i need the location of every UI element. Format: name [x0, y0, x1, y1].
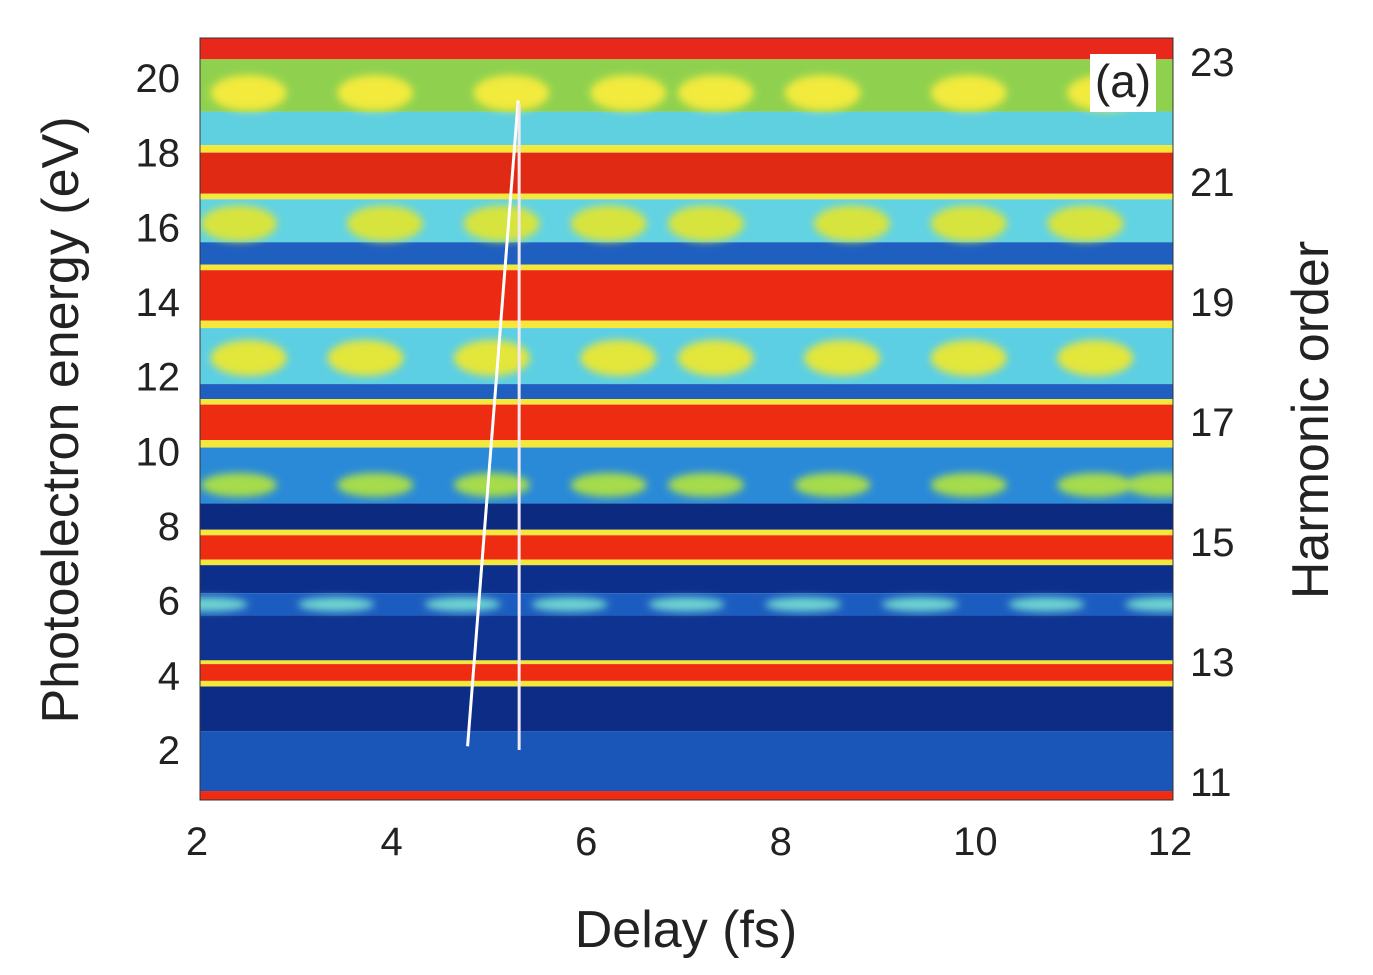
heatmap-oscillation-blob [930, 205, 1007, 242]
heatmap-oscillation-blob [473, 74, 550, 111]
heatmap-band [200, 680, 1173, 687]
heatmap-oscillation-blob [327, 339, 404, 376]
heatmap-band [200, 686, 1173, 732]
y2-tick-label: 19 [1190, 281, 1235, 325]
panel-label-text: (a) [1095, 55, 1151, 107]
heatmap-oscillation-blob [531, 597, 608, 612]
x-tick-label: 2 [186, 820, 208, 864]
y-axis-label: Photoelectron energy (eV) [32, 116, 90, 723]
y-tick-label: 2 [158, 729, 180, 773]
heatmap-band [200, 264, 1173, 271]
y-tick-label: 16 [136, 206, 181, 250]
x-tick-label: 6 [575, 820, 597, 864]
panel-label: (a) [1090, 54, 1156, 112]
heatmap-oscillation-blob [210, 339, 287, 376]
heatmap-band [200, 440, 1173, 448]
heatmap-band [200, 503, 1173, 530]
heatmap-oscillation-blob [298, 597, 375, 612]
y2-tick-label: 21 [1190, 161, 1235, 205]
x-tick-label: 12 [1148, 820, 1193, 864]
heatmap-oscillation-blob [200, 597, 248, 612]
y-tick-label: 14 [136, 281, 181, 325]
heatmap-oscillation-blob [1008, 597, 1085, 612]
heatmap-oscillation-blob [813, 205, 890, 242]
x-tick-label: 8 [770, 820, 792, 864]
heatmap-oscillation-blob [463, 205, 540, 242]
heatmap-band [200, 791, 1173, 800]
heatmap-oscillation-blob [1057, 472, 1134, 497]
heatmap-oscillation-blob [200, 205, 277, 242]
y-tick-label: 8 [158, 505, 180, 549]
y-tick-label: 18 [136, 132, 181, 176]
heatmap-band [200, 399, 1173, 405]
heatmap-oscillation-blob [424, 597, 501, 612]
x-axis-label: Delay (fs) [575, 901, 797, 959]
heatmap-oscillation-blob [337, 74, 414, 111]
heatmap-oscillation-blob [1125, 472, 1173, 497]
heatmap-oscillation-blob [677, 74, 754, 111]
heatmap-oscillation-blob [765, 597, 842, 612]
heatmap-oscillation-blob [570, 472, 647, 497]
heatmap-oscillation-blob [667, 472, 744, 497]
heatmap-band [200, 615, 1173, 661]
y2-tick-label: 17 [1190, 401, 1235, 445]
x-tick-label: 4 [380, 820, 402, 864]
y2-tick-label: 23 [1190, 41, 1235, 85]
heatmap-band [200, 559, 1173, 566]
heatmap-band [200, 152, 1173, 194]
plot-frame [199, 37, 1174, 801]
y2-tick-label: 11 [1190, 761, 1232, 805]
heatmap-oscillation-blob [1057, 339, 1134, 376]
heatmap-oscillation-blob [930, 74, 1007, 111]
heatmap-band [200, 270, 1173, 321]
heatmap-band [200, 565, 1173, 594]
heatmap-band [200, 320, 1173, 329]
heatmap-band [200, 731, 1173, 792]
y2-tick-label: 13 [1190, 641, 1235, 685]
y-tick-label: 4 [158, 654, 180, 698]
y-tick-label: 20 [136, 57, 181, 101]
heatmap-oscillation-blob [210, 74, 287, 111]
x-tick-label: 10 [953, 820, 998, 864]
heatmap-oscillation-blob [1047, 205, 1124, 242]
y-tick-label: 10 [136, 430, 181, 474]
guide-line [466, 100, 520, 747]
heatmap-oscillation-blob [453, 339, 530, 376]
heatmap-oscillation-blob [930, 472, 1007, 497]
heatmap-band [200, 664, 1173, 681]
heatmap-band [200, 242, 1173, 265]
heatmap-oscillation-blob [200, 472, 277, 497]
heatmap-band [200, 535, 1173, 560]
heatmap-band [200, 38, 1173, 60]
y2-axis-label: Harmonic order [1282, 241, 1340, 599]
heatmap-oscillation-blob [794, 472, 871, 497]
y-tick-label: 6 [158, 580, 180, 624]
heatmap-oscillation-blob [453, 472, 530, 497]
heatmap-band [200, 111, 1173, 146]
heatmap-oscillation-blob [570, 205, 647, 242]
heatmap-oscillation-blob [882, 597, 959, 612]
heatmap-oscillation-blob [337, 472, 414, 497]
heatmap-band [200, 145, 1173, 153]
heatmap-band [200, 529, 1173, 536]
heatmap-oscillation-blob [590, 74, 667, 111]
heatmap-oscillation-blob [804, 339, 881, 376]
heatmap-oscillation-blob [667, 205, 744, 242]
heatmap-band [200, 384, 1173, 400]
heatmap-oscillation-blob [930, 339, 1007, 376]
plot-area [200, 38, 1173, 800]
y-tick-label: 12 [136, 356, 181, 400]
heatmap-oscillation-blob [580, 339, 657, 376]
heatmap-band [200, 404, 1173, 441]
heatmap-oscillation-blob [784, 74, 861, 111]
heatmap-oscillation-blob [648, 597, 725, 612]
heatmap-oscillation-blob [677, 339, 754, 376]
heatmap-band [200, 193, 1173, 200]
heatmap-band [200, 660, 1173, 665]
y2-tick-label: 15 [1190, 521, 1235, 565]
heatmap-oscillation-blob [346, 205, 423, 242]
heatmap-oscillation-blob [1125, 597, 1173, 612]
